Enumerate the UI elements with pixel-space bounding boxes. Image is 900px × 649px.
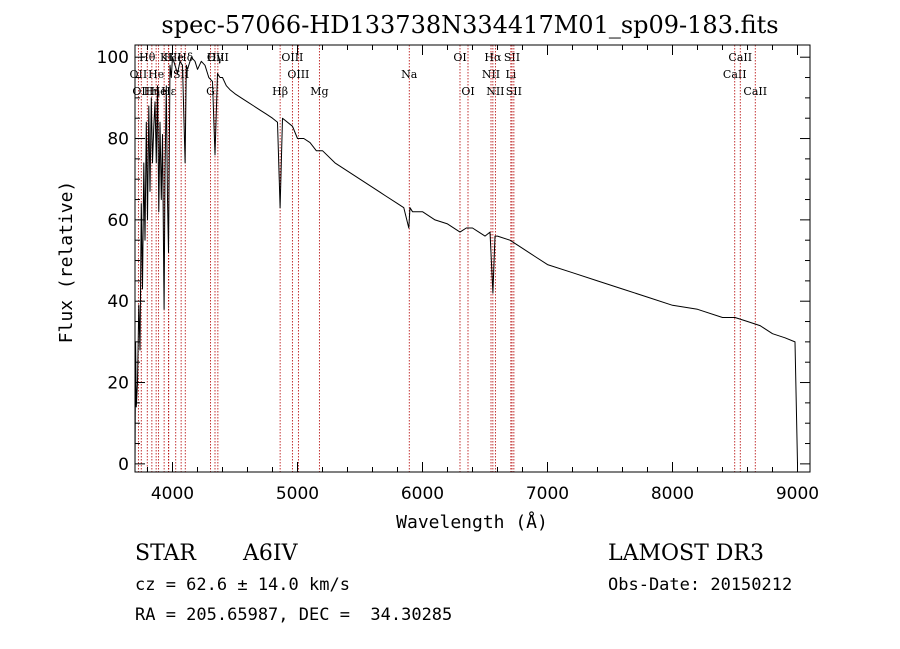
spectrum-line [134, 56, 798, 464]
redshift-cz: cz = 62.6 ± 14.0 km/s [135, 575, 350, 595]
line-marker-label: NII [486, 85, 504, 98]
x-tick-label: 7000 [526, 484, 569, 504]
line-marker-label: SII [173, 68, 189, 81]
x-tick-label: 5000 [276, 484, 319, 504]
line-marker-label: OIII [287, 68, 309, 81]
plot-frame [134, 44, 811, 473]
line-marker-label: Hβ [272, 85, 288, 98]
line-marker-label: Na [401, 68, 418, 81]
object-class: STAR [135, 541, 197, 566]
chart-title: spec-57066-HD133738N334417M01_sp09-183.f… [161, 11, 778, 39]
line-marker-label: He [168, 51, 184, 64]
y-tick-label: 0 [118, 455, 129, 475]
obs-date: Obs-Date: 20150212 [608, 575, 792, 595]
line-marker-layer: OIIOIIHθHηHeHeKHHεHeSIIHδGHγOIIIHβOIIIOI… [130, 45, 767, 472]
coordinates: RA = 205.65987, DEC = 34.30285 [135, 605, 452, 625]
line-marker-label: K [160, 51, 169, 64]
line-marker-label: Hγ [207, 51, 224, 64]
x-tick-label: 8000 [651, 484, 694, 504]
y-tick-label: 60 [107, 211, 129, 231]
object-subclass: A6IV [242, 541, 299, 566]
x-tick-label: 6000 [401, 484, 444, 504]
line-marker-label: Mg [310, 85, 328, 98]
line-marker-label: Hε [161, 85, 177, 98]
y-tick-label: 100 [97, 48, 129, 68]
line-marker-label: Hδ [177, 51, 194, 64]
spectrum-layer [134, 56, 798, 464]
line-marker-label: OIII [207, 51, 229, 64]
x-tick-label: 4000 [151, 484, 194, 504]
line-marker-label: Hα [484, 51, 502, 64]
y-tick-label: 20 [107, 374, 129, 394]
line-marker-label: He [151, 85, 167, 98]
line-marker-label: He [148, 68, 164, 81]
y-axis-ticks: 0 20 40 60 80 100 [97, 48, 810, 475]
line-marker-label: Li [505, 68, 516, 81]
survey-name: LAMOST DR3 [608, 541, 764, 566]
line-marker-label: CaII [728, 51, 752, 64]
line-marker-label: OI [453, 51, 466, 64]
line-marker-label: CaII [743, 85, 767, 98]
y-tick-label: 40 [107, 292, 129, 312]
line-marker-label: OI [461, 85, 474, 98]
y-tick-label: 80 [107, 130, 129, 150]
line-marker-label: CaII [723, 68, 747, 81]
line-marker-label: OII [132, 85, 150, 98]
x-tick-label: 9000 [776, 484, 819, 504]
y-axis-label: Flux (relative) [56, 181, 77, 344]
line-marker-label: OIII [281, 51, 303, 64]
line-marker-label: G [206, 85, 215, 98]
x-axis-ticks: 4000 5000 6000 7000 8000 9000 [147, 45, 819, 504]
line-marker-label: SII [506, 85, 522, 98]
line-marker-label: SII [504, 51, 520, 64]
x-axis-label: Wavelength (Å) [396, 511, 548, 533]
line-marker-label: OII [130, 68, 148, 81]
line-marker-label: NII [482, 68, 500, 81]
